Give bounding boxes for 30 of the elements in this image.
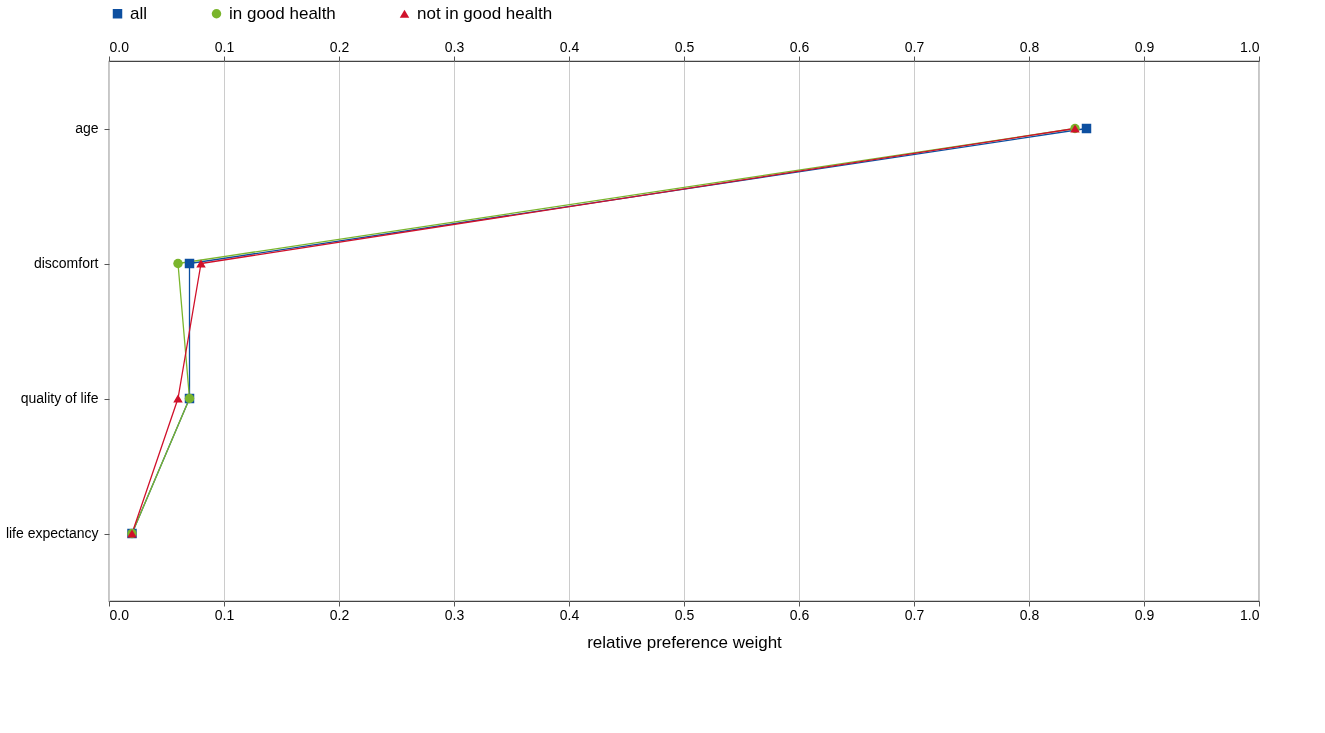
y-tick-label: age bbox=[75, 120, 99, 136]
legend-label: all bbox=[130, 3, 148, 23]
x2-tick-label: 0.5 bbox=[674, 38, 695, 55]
x2-tick-label: 0.4 bbox=[559, 38, 580, 55]
x2-tick-label: 0.3 bbox=[444, 38, 465, 55]
x2-tick-label: 1.0 bbox=[1240, 38, 1260, 55]
y-tick-label: discomfort bbox=[33, 255, 99, 271]
x2-tick-label: 0.0 bbox=[109, 38, 130, 55]
x-tick-label: 0.5 bbox=[674, 606, 695, 623]
x2-tick-label: 0.8 bbox=[1019, 38, 1040, 55]
x2-tick-label: 0.9 bbox=[1134, 38, 1155, 55]
x-tick-label: 0.8 bbox=[1019, 606, 1040, 623]
x-tick-label: 0.2 bbox=[329, 606, 350, 623]
legend-label: in good health bbox=[229, 3, 336, 23]
x-axis-title: relative preference weight bbox=[587, 632, 783, 652]
legend-label: not in good health bbox=[417, 3, 553, 23]
x-tick-label: 1.0 bbox=[1240, 606, 1260, 623]
x-tick-label: 0.4 bbox=[559, 606, 580, 623]
x2-tick-label: 0.7 bbox=[904, 38, 925, 55]
x-tick-label: 0.9 bbox=[1134, 606, 1155, 623]
x2-tick-label: 0.6 bbox=[789, 38, 810, 55]
x-tick-label: 0.7 bbox=[904, 606, 925, 623]
x-tick-label: 0.1 bbox=[214, 606, 235, 623]
x-tick-label: 0.6 bbox=[789, 606, 810, 623]
x2-tick-label: 0.1 bbox=[214, 38, 235, 55]
x2-tick-label: 0.2 bbox=[329, 38, 350, 55]
x-tick-label: 0.0 bbox=[109, 606, 130, 623]
y-tick-label: life expectancy bbox=[5, 525, 99, 541]
x-tick-label: 0.3 bbox=[444, 606, 465, 623]
y-tick-label: quality of life bbox=[20, 390, 99, 406]
